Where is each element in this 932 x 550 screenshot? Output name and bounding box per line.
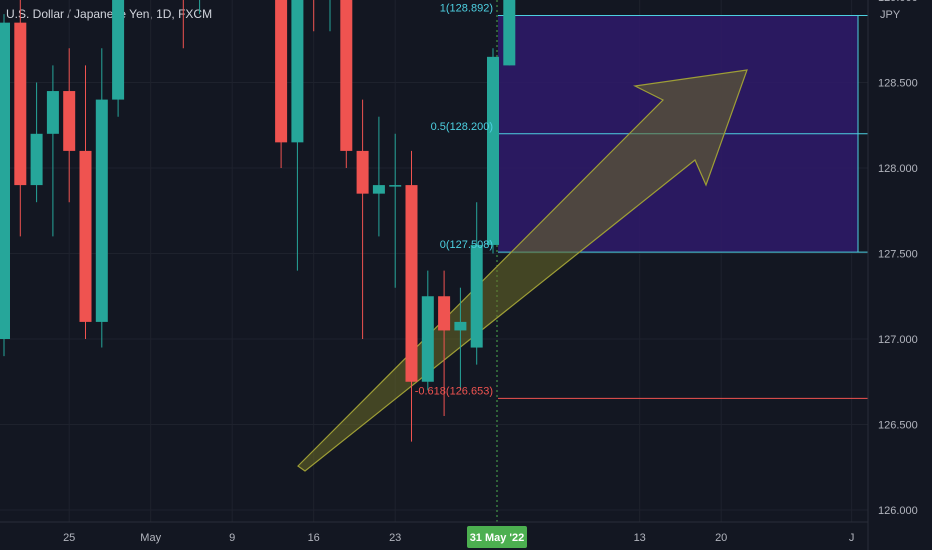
candle [313,0,315,32]
fib-labels: 2.618(131.131)1.618(129.747)1(128.892)0.… [415,2,493,397]
axes: 131.500131.000130.500130.000129.500129.0… [63,0,918,548]
candle-body [63,91,76,151]
candle-body [405,185,418,382]
x-tick-label: 13 [634,532,646,544]
y-tick-label: 127.500 [878,249,918,261]
candle [30,82,43,203]
y-tick-label: 128.000 [878,163,918,175]
candle [405,150,418,442]
candle [199,0,201,15]
candle [0,14,10,357]
candle [79,65,92,339]
y-tick-label: 128.500 [878,78,918,90]
candle [291,0,304,271]
candle [112,0,125,117]
y-tick-label: 126.000 [878,505,918,517]
candle-body [46,91,59,134]
date-highlight-label: 31 May '22 [470,532,525,544]
candle-body [389,185,402,187]
x-tick-label: 20 [715,532,727,544]
candle-body [340,0,353,151]
candles[interactable] [0,0,548,442]
candle-body [470,244,483,348]
candle-body [372,185,385,194]
candle [487,48,499,254]
candle-body [79,150,92,322]
candle-body [487,56,499,245]
candle [182,0,184,49]
candle-body [30,133,43,186]
x-tick-label: 25 [63,532,75,544]
candle-body [454,321,467,331]
candle-body [275,0,288,143]
y-tick-label: 126.500 [878,420,918,432]
x-tick-label: May [140,532,161,544]
x-tick-label: 16 [308,532,320,544]
candle [454,287,467,391]
fib-level-label: -0.618(126.653) [415,385,493,397]
fib-level-label: 0.5(128.200) [431,121,493,133]
x-tick-label: 23 [389,532,401,544]
y-tick-label: 129.000 [878,0,918,4]
candle [438,270,451,416]
candle [372,116,385,237]
x-tick-label: J [849,532,855,544]
candle [63,48,76,203]
candle [340,0,353,168]
x-tick-label: 9 [229,532,235,544]
fib-level-label: 0(127.508) [440,239,493,251]
candle [329,0,331,32]
candle-body [356,150,369,194]
candle-body [421,296,434,382]
date-highlight-box [467,526,527,548]
candle [95,48,108,348]
candle-body [291,0,304,143]
candle-body [112,0,125,100]
chart-title: U.S. Dollar / Japanese Yen, 1D, FXCM [6,7,213,21]
candle [470,202,483,365]
y-tick-label: 127.000 [878,334,918,346]
candle-body [95,99,108,322]
candle-body [438,296,451,331]
candle [14,0,27,237]
candle [503,0,516,66]
candle [275,0,288,168]
candle-body [503,0,516,66]
candle [389,133,402,288]
candle-body [0,22,10,340]
candle [46,65,59,237]
currency-label: JPY [880,9,901,21]
candle [356,99,369,339]
fib-level-label: 1(128.892) [440,2,493,14]
candle [421,270,434,391]
candle-body [14,22,27,186]
